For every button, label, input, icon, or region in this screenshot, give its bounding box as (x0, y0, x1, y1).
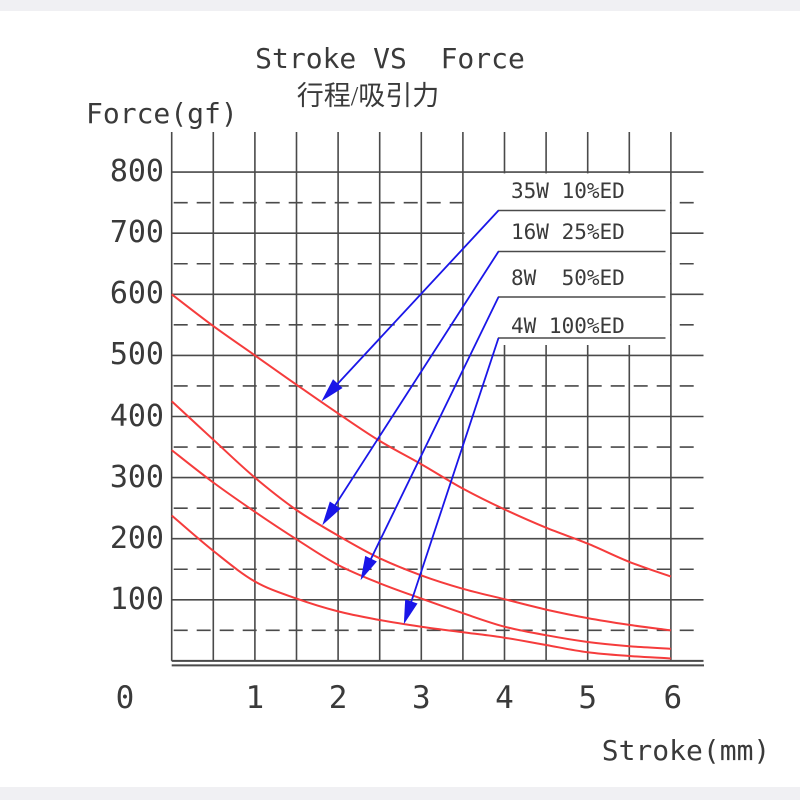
legend-label: 16W 25%ED (511, 220, 625, 244)
legend-label: 4W 100%ED (511, 313, 625, 338)
page-bottom-band (0, 787, 800, 800)
x-tick-label: 3 (411, 680, 431, 716)
arrowhead-icon (360, 555, 377, 581)
x-tick-label: 2 (328, 680, 348, 716)
x-tick-label: 1 (245, 680, 265, 716)
x-axis-label: Stroke(mm) (601, 734, 771, 767)
legend-label: 35W 10%ED (511, 178, 625, 203)
y-tick-label: 500 (109, 337, 164, 373)
force-curve (171, 293, 672, 578)
chart-subtitle: 行程/吸引力 (296, 81, 440, 111)
arrowhead-icon (321, 379, 343, 402)
page-top-band (0, 0, 800, 11)
y-tick-label: 400 (109, 398, 164, 434)
force-curve (171, 449, 671, 650)
y-tick-label: 100 (109, 581, 164, 617)
x-tick-label: 5 (578, 680, 598, 716)
y-tick-label: 700 (109, 215, 164, 251)
y-tick-label: 800 (109, 154, 164, 190)
y-tick-label: 600 (109, 276, 164, 312)
force-curve (171, 514, 671, 660)
y-tick-label: 300 (109, 459, 164, 495)
x-tick-label: 6 (663, 680, 683, 716)
force-curve (171, 400, 672, 632)
arrowhead-icon (322, 501, 341, 526)
y-tick-label: 200 (109, 520, 164, 556)
x-tick-label: 4 (495, 680, 514, 716)
y-axis-label: Force(gf) (86, 97, 238, 130)
arrowhead-icon (403, 599, 418, 625)
legend-label: 8W 50%ED (511, 265, 625, 290)
x-tick-label: 0 (115, 680, 135, 716)
chart-title: Stroke VS Force (255, 42, 525, 75)
